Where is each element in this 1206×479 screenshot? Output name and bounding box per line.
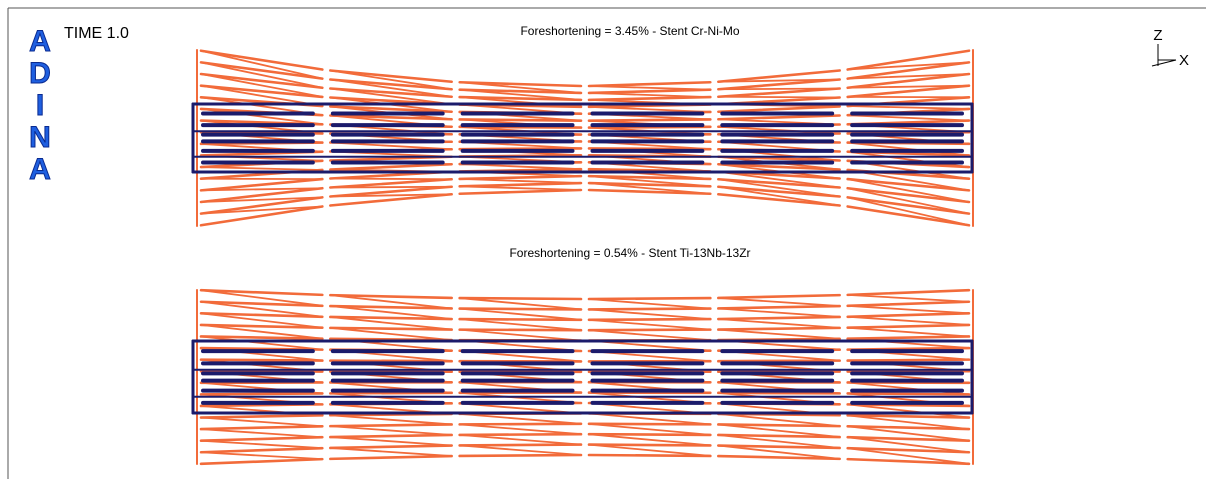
strut [460, 424, 581, 425]
strut [718, 393, 839, 394]
strut [330, 143, 451, 150]
strut [848, 360, 969, 361]
strut [460, 309, 581, 310]
strut [589, 330, 710, 340]
strut [460, 330, 581, 331]
axis-label: X [1179, 52, 1189, 69]
strut [848, 336, 969, 338]
strut [589, 309, 710, 310]
strut [589, 434, 710, 435]
strut [718, 115, 839, 119]
strut [460, 176, 581, 179]
strut [718, 361, 839, 362]
strut [589, 455, 710, 456]
strut [589, 320, 710, 330]
strut [330, 179, 451, 180]
strut [589, 97, 710, 100]
strut [201, 360, 322, 361]
strut [330, 456, 451, 459]
strut [718, 295, 839, 298]
strut [589, 90, 710, 93]
strut [718, 306, 839, 308]
strut [201, 459, 322, 464]
strut [848, 328, 969, 337]
strut [201, 452, 322, 459]
strut [848, 302, 969, 306]
strut [848, 306, 969, 314]
strut [589, 330, 710, 331]
strut [330, 424, 451, 426]
strut [460, 190, 581, 194]
strut [718, 330, 839, 339]
strut [201, 426, 322, 429]
strut [848, 115, 969, 120]
strut [460, 445, 581, 455]
strut [460, 435, 581, 445]
axis-label: Z [1153, 27, 1162, 44]
axis-arrow [1152, 60, 1176, 66]
strut [201, 393, 322, 394]
strut [201, 429, 322, 437]
strut [201, 418, 322, 427]
strut [460, 455, 581, 456]
strut [589, 309, 710, 319]
strut [201, 437, 322, 440]
time-label: TIME 1.0 [64, 25, 129, 42]
strut [848, 317, 969, 325]
viewport: TIME 1.0 Foreshortening = 3.45% - Stent … [0, 0, 1206, 479]
strut [589, 299, 710, 309]
strut [718, 308, 839, 316]
plot-title: Foreshortening = 0.54% - Stent Ti-13Nb-1… [509, 246, 750, 260]
strut [848, 106, 969, 109]
logo: ADINA [27, 26, 53, 186]
strut [330, 448, 451, 456]
strut [330, 435, 451, 437]
strut [460, 445, 581, 446]
strut [330, 361, 451, 362]
strut [330, 446, 451, 448]
strut [718, 317, 839, 319]
strut [460, 414, 581, 424]
strut [848, 290, 969, 295]
page: TIME 1.0 Foreshortening = 3.45% - Stent … [0, 0, 1206, 479]
strut [718, 298, 839, 306]
strut [718, 319, 839, 328]
strut [589, 424, 710, 425]
strut [330, 437, 451, 445]
strut [848, 313, 969, 316]
strut [589, 82, 710, 86]
strut [201, 441, 322, 449]
strut [589, 119, 710, 120]
plot-title: Foreshortening = 3.45% - Stent Cr-Ni-Mo [520, 24, 739, 38]
strut [848, 393, 969, 394]
strut [201, 415, 322, 417]
strut [589, 298, 710, 299]
strut [589, 445, 710, 446]
strut [330, 415, 451, 424]
strut [848, 295, 969, 302]
strut [460, 424, 581, 434]
strut [330, 426, 451, 435]
strut [718, 328, 839, 330]
strut [460, 183, 581, 186]
strut [848, 325, 969, 328]
strut [201, 448, 322, 452]
strut [330, 164, 451, 169]
strut [330, 393, 451, 394]
strut [718, 106, 839, 111]
strut [460, 319, 581, 320]
strut [201, 167, 322, 170]
strut [460, 434, 581, 435]
strut [589, 319, 710, 320]
